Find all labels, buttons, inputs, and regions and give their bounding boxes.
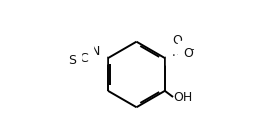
Text: -: - [190, 44, 194, 55]
Text: OH: OH [174, 91, 193, 104]
Text: O: O [172, 34, 182, 47]
Text: N: N [91, 45, 100, 58]
Text: +: + [177, 43, 184, 52]
Text: N: N [172, 46, 181, 59]
Text: C: C [79, 52, 88, 65]
Text: O: O [183, 47, 193, 60]
Text: S: S [68, 54, 76, 67]
